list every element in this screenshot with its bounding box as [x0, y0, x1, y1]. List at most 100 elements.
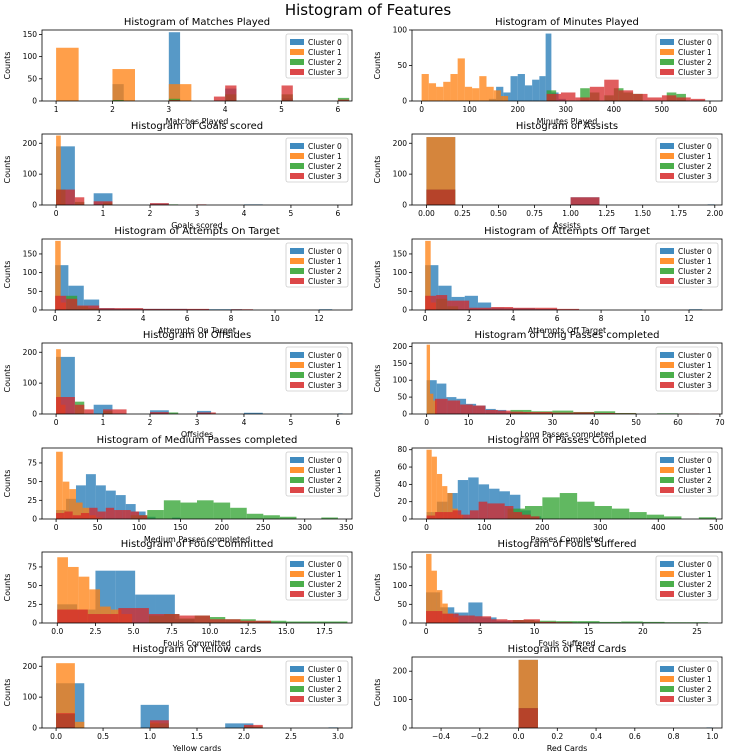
y-tick-label: 0 [402, 515, 407, 524]
histogram-bar [522, 514, 531, 519]
legend-label: Cluster 2 [308, 58, 342, 67]
x-tick-label: 250 [256, 523, 271, 532]
legend-label: Cluster 3 [678, 590, 712, 599]
histogram-bar [524, 85, 533, 101]
legend-label: Cluster 1 [678, 48, 712, 57]
x-tick-label: 2.0 [238, 732, 250, 741]
x-tick-label: 8 [229, 314, 234, 323]
legend-swatch [660, 49, 674, 55]
y-tick-label: 25 [27, 496, 37, 505]
histogram-bar [426, 611, 443, 623]
legend-swatch [290, 372, 304, 378]
x-tick-label: 400 [607, 105, 622, 114]
histogram-bar [510, 76, 518, 101]
y-tick-label: 0 [402, 619, 407, 628]
x-tick-label: 2.5 [89, 627, 101, 636]
histogram-bar [487, 503, 497, 519]
histogram-bar [443, 81, 451, 101]
legend-swatch [660, 268, 674, 274]
legend-label: Cluster 3 [308, 381, 342, 390]
panel-title: Histogram of Attempts On Target [114, 226, 279, 237]
histogram-bar [447, 300, 470, 310]
legend-swatch [290, 457, 304, 463]
legend-label: Cluster 3 [308, 590, 342, 599]
histogram-plot: Histogram of Offsides Offsides Counts 0 1 2 3 4… [3, 330, 353, 439]
histogram-bar [425, 240, 431, 310]
histogram-panel: Histogram of Minutes Played Minutes Playe… [373, 17, 723, 126]
histogram-bar [281, 85, 293, 101]
legend-label: Cluster 3 [308, 68, 342, 77]
histogram-bar [89, 589, 101, 623]
legend-swatch [660, 352, 674, 358]
histogram-plot: Histogram of Fouls Suffered Fouls Suffere… [373, 539, 723, 648]
histogram-bar [230, 507, 247, 519]
y-tick-label: 50 [397, 393, 407, 402]
x-axis-label: Fouls Committed [163, 639, 231, 648]
histogram-bar [279, 516, 297, 519]
histogram-bar [477, 302, 492, 310]
histogram-bar [337, 99, 350, 101]
histogram-bar [105, 507, 115, 519]
legend-label: Cluster 1 [308, 361, 342, 370]
legend-swatch [290, 362, 304, 368]
histogram-bar [143, 308, 166, 310]
histogram-bar [67, 566, 79, 623]
legend-label: Cluster 1 [308, 570, 342, 579]
legend-swatch [660, 258, 674, 264]
legend-label: Cluster 0 [678, 247, 712, 256]
histogram-bar [513, 512, 523, 519]
x-tick-label: 1 [101, 209, 106, 218]
histogram-bar [552, 410, 574, 414]
histogram-bar [436, 590, 443, 623]
x-tick-label: 3 [195, 418, 200, 427]
histogram-bar [621, 621, 643, 623]
y-tick-label: 50 [27, 477, 37, 486]
histogram-bar [447, 400, 461, 414]
histogram-bar [552, 412, 574, 414]
x-tick-label: −0.4 [432, 732, 450, 741]
histogram-bar [55, 295, 67, 310]
x-tick-label: 4 [223, 105, 228, 114]
histogram-bar [426, 189, 456, 205]
x-tick-label: 6 [336, 418, 341, 427]
legend-label: Cluster 0 [308, 142, 342, 151]
histogram-bar [478, 501, 488, 519]
histogram-bar [442, 603, 448, 623]
histogram-bar [426, 344, 431, 414]
x-tick-label: 60 [673, 418, 683, 427]
x-tick-label: 4 [242, 209, 247, 218]
y-tick-label: 150 [393, 359, 408, 368]
y-tick-label: 150 [393, 562, 408, 571]
legend-label: Cluster 1 [308, 257, 342, 266]
legend-label: Cluster 3 [308, 277, 342, 286]
legend-label: Cluster 2 [308, 162, 342, 171]
histogram-bar [213, 502, 231, 519]
histogram-bar [530, 516, 540, 519]
histogram-bar [573, 412, 595, 414]
legend-swatch [660, 69, 674, 75]
histogram-bar [93, 193, 113, 205]
x-tick-label: 15 [584, 627, 594, 636]
histogram-bar [509, 494, 521, 519]
histogram-bar [56, 663, 75, 728]
legend-label: Cluster 3 [678, 68, 712, 77]
x-tick-label: 6 [555, 314, 560, 323]
histogram-bar [485, 409, 498, 414]
histogram-bar [75, 502, 83, 519]
panel-title: Histogram of Assists [516, 121, 618, 132]
histogram-bar [542, 497, 560, 519]
x-tick-label: −0.2 [471, 732, 489, 741]
x-tick-label: 3.0 [332, 732, 344, 741]
axes-frame [41, 551, 353, 624]
histogram-bar [539, 76, 546, 101]
y-axis-label: Counts [3, 52, 12, 80]
x-tick-label: 5 [478, 627, 483, 636]
x-tick-label: 300 [298, 523, 313, 532]
panel-title: Histogram of Fouls Committed [121, 539, 274, 550]
histogram-plot: Histogram of Medium Passes completed Medi… [3, 435, 354, 544]
x-tick-label: 0.75 [526, 209, 543, 218]
y-tick-label: 100 [393, 26, 408, 35]
histogram-bar [500, 96, 509, 101]
